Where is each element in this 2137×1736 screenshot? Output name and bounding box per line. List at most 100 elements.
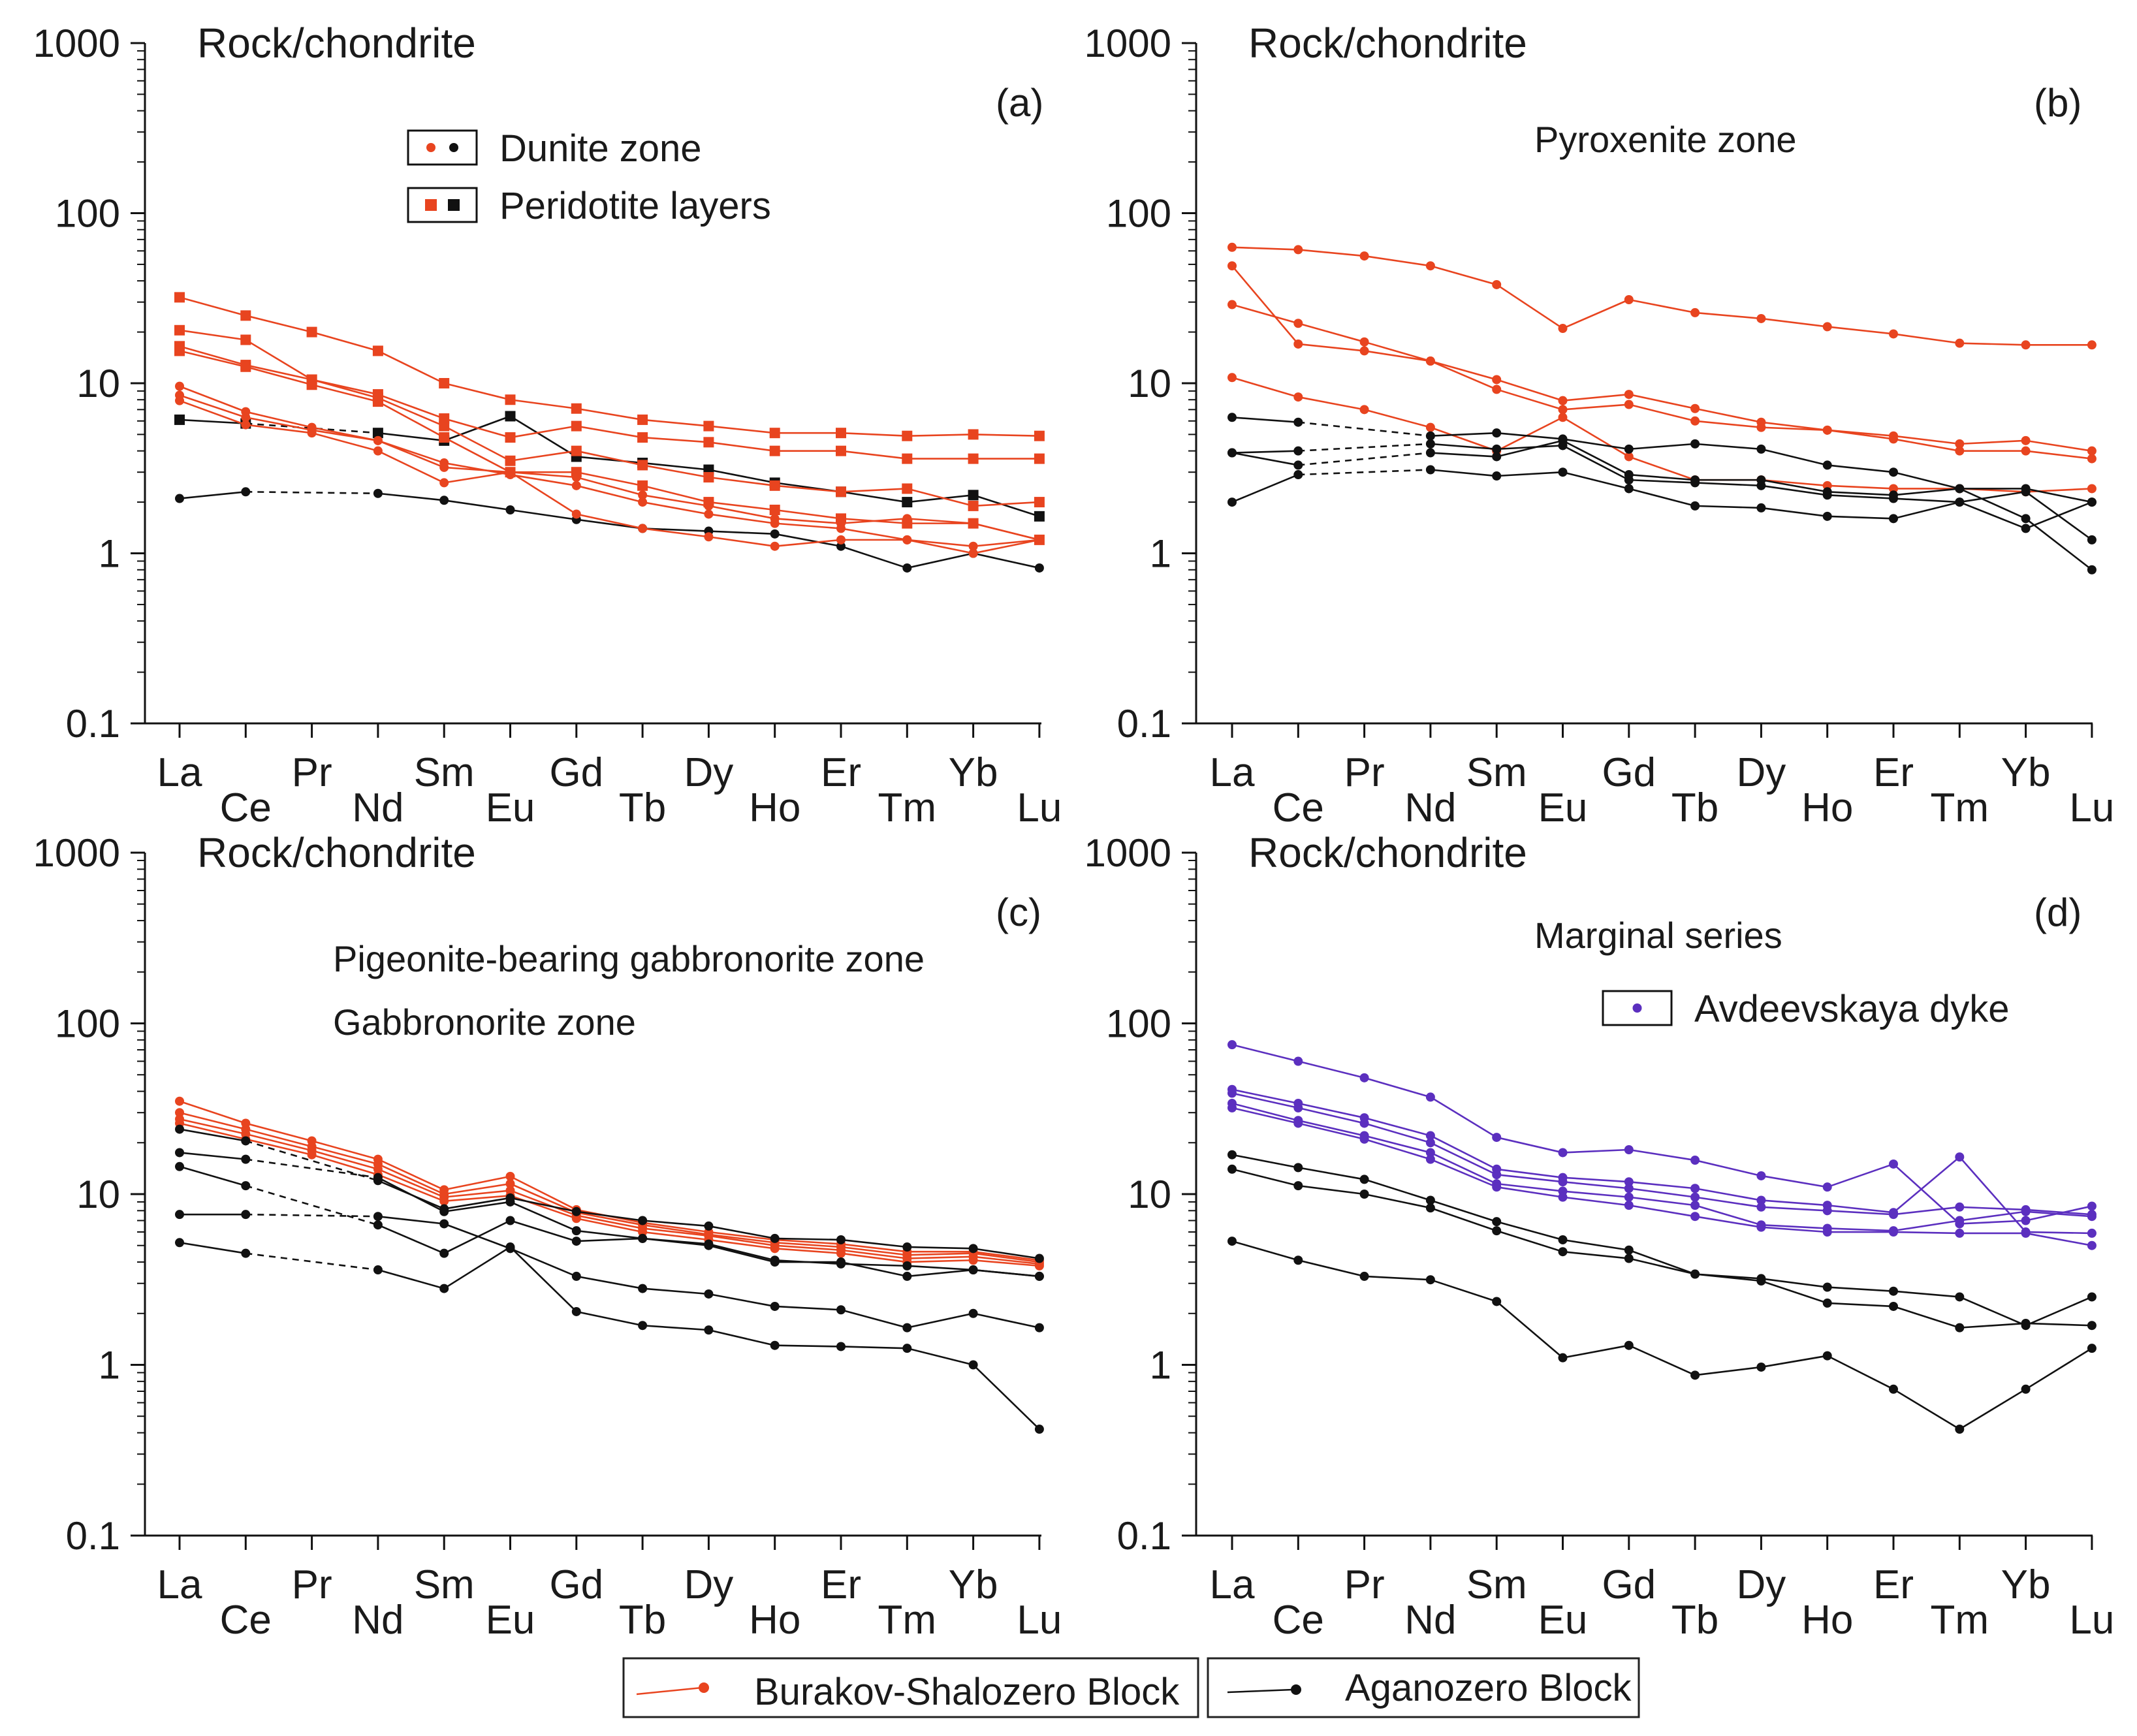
data-point-Eu	[505, 505, 515, 515]
data-point-Eu	[505, 1171, 515, 1181]
data-point-Lu	[2087, 497, 2097, 507]
x-tick-label-La: La	[157, 750, 202, 795]
data-point-Lu	[1034, 1323, 1044, 1333]
data-point-Ce	[241, 1136, 251, 1146]
data-point-Sm	[1492, 428, 1502, 438]
series-line-segment	[1827, 484, 1894, 490]
legend-line-burakov	[636, 1686, 703, 1696]
series-avdeevskaya-2	[1227, 1084, 2097, 1238]
series-line-segment	[1761, 1206, 1828, 1212]
data-point-Nd	[1425, 1148, 1435, 1158]
series-line-segment	[1231, 377, 1299, 398]
series-line-segment	[245, 1133, 312, 1152]
data-point-Yb	[2021, 446, 2031, 456]
data-point-Ho	[1822, 1206, 1832, 1216]
series-line-segment	[907, 1259, 974, 1263]
legend-label-aganozero: Aganozero Block	[1345, 1667, 1632, 1709]
y-axis-title: Rock/chondrite	[1248, 829, 1527, 876]
series-line-segment	[510, 398, 577, 410]
data-point-Nd	[1425, 1092, 1435, 1102]
series-line-segment	[973, 522, 1040, 541]
x-tick-label-Eu: Eu	[1538, 1598, 1588, 1643]
data-point-Yb	[968, 518, 978, 528]
data-point-Pr	[1359, 346, 1369, 356]
series-line-segment	[973, 434, 1039, 437]
x-tick-label-Yb: Yb	[2001, 1562, 2051, 1607]
series-line-segment	[2025, 439, 2093, 452]
x-tick-label-Nd: Nd	[352, 1598, 404, 1643]
series-line-segment	[1364, 1178, 1431, 1201]
data-point-Yb	[2021, 524, 2031, 533]
data-point-Nd	[372, 428, 383, 439]
series-line-segment	[1496, 1168, 1563, 1178]
data-point-Gd	[1624, 1144, 1634, 1154]
data-point-Sm	[439, 1219, 449, 1229]
data-point-Pr	[1359, 1271, 1369, 1281]
data-point-Nd	[1425, 1154, 1435, 1164]
series-line-segment	[907, 1246, 974, 1250]
series-line-segment	[1430, 1199, 1497, 1223]
legend-marker-burakov	[699, 1682, 709, 1693]
series-line-segment	[774, 1237, 842, 1241]
data-point-Sm	[1492, 279, 1502, 289]
series-line-segment	[642, 1287, 709, 1295]
data-point-Gd	[571, 445, 582, 456]
data-point-Gd	[571, 1214, 581, 1223]
series-line-segment	[1761, 426, 1828, 432]
series-line-segment	[576, 407, 643, 421]
series-line-segment	[642, 1324, 709, 1331]
series-line-segment	[1298, 1102, 1365, 1119]
series-line-segment	[1628, 1187, 1696, 1198]
legend-square-marker	[448, 199, 460, 211]
data-point-Eu	[505, 1179, 515, 1189]
zone-annotation: Gabbronorite zone	[333, 1002, 636, 1043]
x-tick-label-Yb: Yb	[949, 1562, 998, 1607]
data-point-Pr	[306, 326, 317, 338]
data-point-Lu	[1034, 453, 1045, 464]
series-line-segment	[1694, 1187, 1762, 1201]
data-point-Tm	[902, 430, 913, 441]
series-line-gap-segment	[245, 1158, 379, 1178]
series-line-segment	[642, 484, 709, 503]
series-line-segment	[1496, 471, 1563, 477]
series-line-segment	[1562, 445, 1630, 481]
data-point-Tb	[638, 1284, 648, 1293]
series-line-segment	[576, 1229, 643, 1240]
series-line-segment	[311, 331, 379, 352]
y-tick-label: 1	[99, 532, 120, 576]
y-tick-label: 100	[1106, 1002, 1171, 1046]
data-point-Lu	[2087, 340, 2097, 350]
series-line-segment	[179, 1111, 246, 1130]
data-point-Sm	[439, 1196, 449, 1206]
data-point-Ho	[1822, 1282, 1832, 1292]
series-line-segment	[1959, 1156, 2027, 1233]
series-line-segment	[1364, 1275, 1431, 1281]
x-tick-label-Nd: Nd	[1404, 785, 1456, 830]
data-point-La	[1227, 1103, 1237, 1113]
data-point-Nd	[372, 396, 383, 407]
series-line-segment	[377, 439, 445, 464]
series-line-segment	[973, 501, 1039, 507]
series-line-segment	[311, 1145, 379, 1165]
series-line-segment	[245, 411, 312, 428]
y-tick-label: 1000	[33, 831, 120, 875]
data-point-Er	[1889, 1384, 1898, 1394]
series-burakov-2	[1227, 261, 2097, 456]
x-tick-label-Dy: Dy	[1737, 750, 1786, 795]
series-line-segment	[510, 471, 577, 479]
data-point-Er	[836, 1305, 846, 1315]
data-point-Tm	[1955, 497, 1965, 507]
series-line-segment	[2025, 1322, 2092, 1327]
data-point-Tm	[1955, 484, 1965, 494]
series-line-segment	[973, 552, 1040, 569]
series-line-segment	[1231, 452, 1299, 466]
series-line-segment	[774, 1239, 842, 1245]
series-line-segment	[1562, 1196, 1629, 1207]
series-line-segment	[642, 436, 709, 443]
data-point-Tm	[902, 1261, 912, 1270]
panel-label: (b)	[2034, 81, 2082, 125]
data-point-Dy	[1756, 1276, 1766, 1286]
legend-key-box	[407, 129, 478, 166]
data-point-Ho	[1822, 511, 1832, 521]
data-point-Tm	[902, 535, 912, 544]
